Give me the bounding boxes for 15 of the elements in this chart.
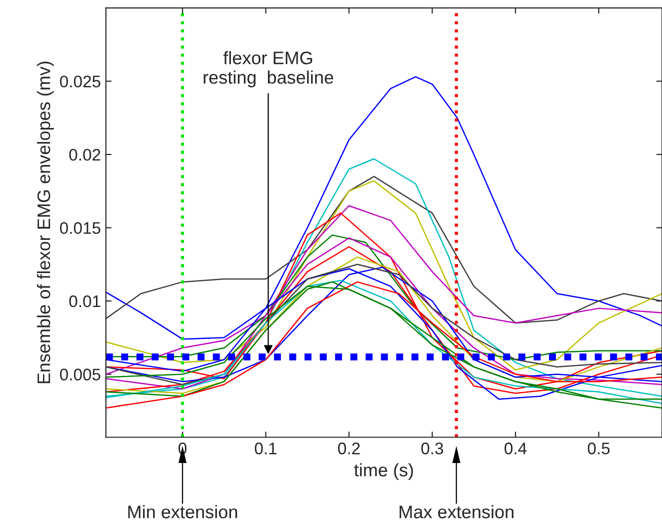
x-tick-label: 0.1: [254, 442, 277, 454]
text: Max extension: [400, 505, 514, 518]
y-tick-label: 0.015: [60, 222, 100, 234]
y-tick-label: 0.025: [60, 76, 100, 88]
x-tick-label: 0.4: [504, 442, 527, 454]
x-tick-label: 0.3: [421, 442, 444, 454]
y-axis-title: Ensemble of flexor EMG envelopes (mv): [36, 62, 54, 384]
y-tick-label: 0.01: [69, 295, 100, 308]
annotation: flexor EMG resting baseline: [204, 51, 334, 88]
y-tick-label: 0.005: [60, 368, 100, 380]
x-axis-title: time (s): [354, 463, 413, 480]
x-tick-label: 0.2: [338, 442, 360, 454]
y-tick-label: 0.02: [69, 148, 100, 161]
x-tick-label: 0.5: [588, 442, 610, 454]
text: Min extension: [128, 505, 238, 518]
